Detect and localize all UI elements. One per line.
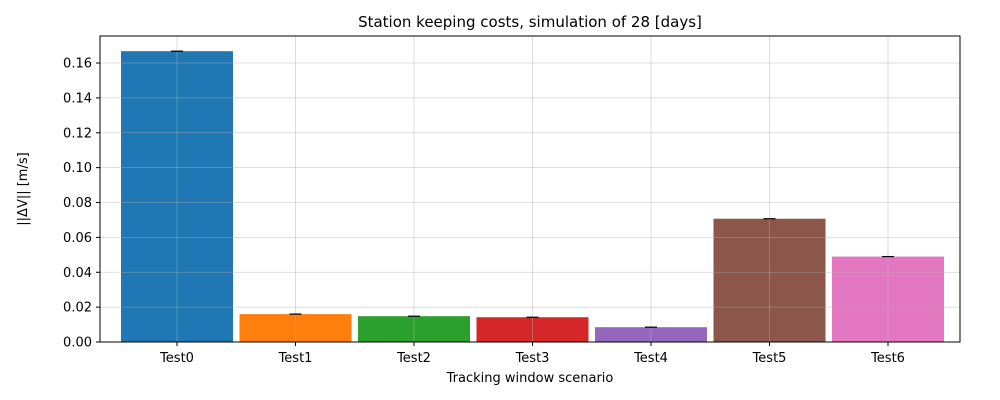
y-tick-label: 0.08 (63, 196, 92, 211)
y-tick-label: 0.12 (63, 126, 92, 141)
x-tick-label: Test0 (159, 351, 194, 366)
x-axis-ticks: Test0 Test1 Test2 Test3 Test4 Test5 Test6 (159, 342, 905, 366)
x-tick-label: Test1 (278, 351, 313, 366)
y-tick-label: 0.10 (63, 161, 92, 176)
x-tick-label: Test4 (633, 351, 668, 366)
x-tick-label: Test2 (396, 351, 431, 366)
y-tick-label: 0.04 (63, 266, 92, 281)
y-tick-label: 0.16 (63, 57, 92, 72)
x-axis-label: Tracking window scenario (446, 371, 614, 386)
y-tick-label: 0.00 (63, 336, 92, 351)
y-tick-label: 0.02 (63, 301, 92, 316)
y-tick-label: 0.14 (63, 91, 92, 106)
error-bars (171, 50, 894, 328)
y-axis-label: ||ΔV|| [m/s] (16, 152, 31, 225)
chart-title: Station keeping costs, simulation of 28 … (358, 13, 702, 31)
x-tick-label: Test5 (752, 351, 787, 366)
y-axis-ticks: 0.00 0.02 0.04 0.06 0.08 0.10 0.12 0.14 0.16 (63, 57, 100, 351)
x-tick-label: Test3 (515, 351, 550, 366)
x-tick-label: Test6 (870, 351, 905, 366)
grid (100, 36, 960, 343)
y-tick-label: 0.06 (63, 231, 92, 246)
plot-frame (99, 35, 961, 343)
